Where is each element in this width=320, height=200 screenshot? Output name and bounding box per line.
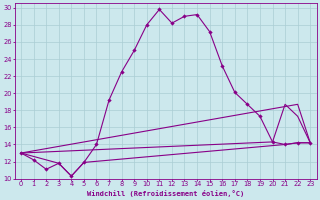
X-axis label: Windchill (Refroidissement éolien,°C): Windchill (Refroidissement éolien,°C) xyxy=(87,190,244,197)
